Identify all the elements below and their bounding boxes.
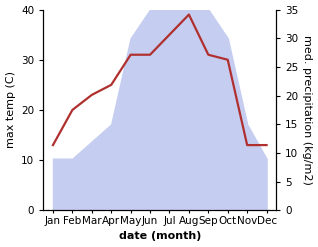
Y-axis label: max temp (C): max temp (C) [5,71,16,148]
X-axis label: date (month): date (month) [119,231,201,242]
Y-axis label: med. precipitation (kg/m2): med. precipitation (kg/m2) [302,35,313,185]
